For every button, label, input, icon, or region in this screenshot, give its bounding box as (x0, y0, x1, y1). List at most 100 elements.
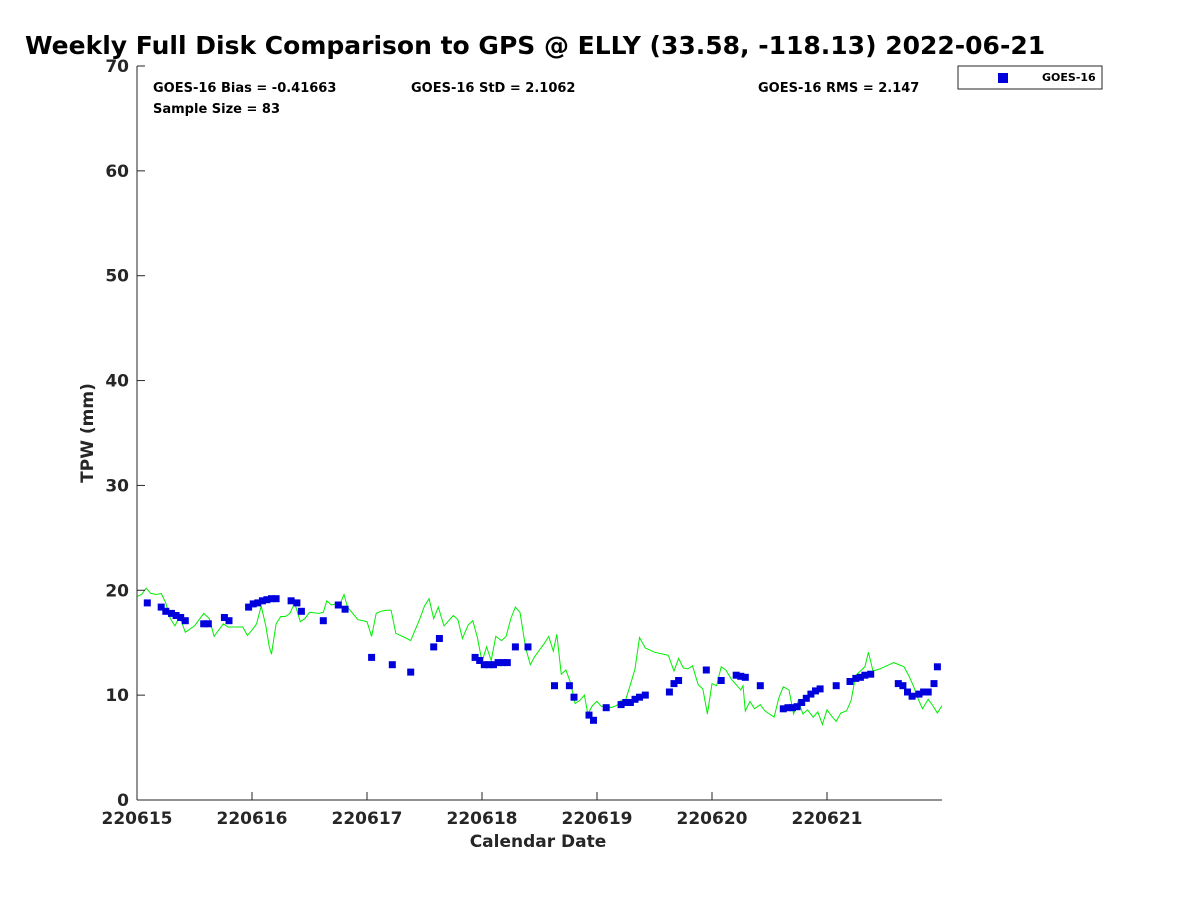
goes-16-point (565, 682, 573, 690)
legend: GOES-16 (957, 65, 1103, 90)
goes-16-point (585, 711, 593, 719)
goes-16-point (551, 682, 558, 690)
goes-16-point (915, 690, 923, 698)
goes-16-point (268, 595, 275, 603)
goes-16-point (636, 693, 643, 701)
goes-16-point (861, 671, 869, 679)
y-axis-ticks: 0 10 20 30 40 50 60 70 (105, 57, 145, 811)
goes-16-point (908, 692, 916, 700)
y-axis-label: TPW (mm) (78, 383, 98, 483)
goes-16-point (511, 643, 519, 651)
goes-16-point (807, 690, 815, 698)
goes-16-point (867, 670, 875, 678)
goes-16-point (287, 597, 295, 605)
goes-16-point (254, 599, 262, 607)
goes-16-point (930, 680, 938, 688)
x-tick-label: 220618 (447, 809, 518, 829)
goes-16-point (490, 661, 497, 669)
x-tick-label: 220620 (677, 809, 748, 829)
y-tick-label: 10 (105, 686, 129, 706)
std-stat: GOES-16 StD = 2.1062 (411, 81, 575, 96)
goes-16-point (675, 677, 683, 684)
goes-16-point (172, 612, 180, 619)
goes-16-point (157, 603, 165, 611)
goes-16-point (524, 643, 532, 651)
x-tick-label: 220615 (102, 809, 173, 829)
goes-16-point (430, 643, 438, 651)
goes-16-point (626, 699, 634, 706)
goes-16-point (920, 688, 928, 696)
goes-16-point (702, 666, 710, 674)
goes-16-point (162, 607, 170, 615)
goes-16-point (670, 680, 678, 688)
sample-size-stat: Sample Size = 83 (153, 102, 280, 117)
goes-16-point (494, 659, 502, 667)
goes-16-point (622, 699, 630, 706)
goes-16-point (499, 659, 507, 667)
goes-16-point (204, 620, 212, 628)
goes-16-point (856, 673, 864, 681)
y-tick-label: 60 (105, 162, 129, 182)
goes-16-point (802, 694, 810, 702)
x-tick-label: 220619 (562, 809, 633, 829)
goes-16-point (631, 695, 639, 703)
goes-16-point (407, 668, 415, 676)
goes-16-point (220, 614, 228, 621)
legend-marker-goes-16 (998, 73, 1008, 83)
y-tick-label: 0 (117, 791, 129, 811)
goes-16-point (894, 680, 902, 688)
goes-16-point (779, 705, 787, 713)
goes-16-point (570, 693, 578, 701)
chart-title: Weekly Full Disk Comparison to GPS @ ELL… (25, 31, 1045, 60)
goes-16-point (471, 653, 479, 661)
goes-16-point (341, 605, 349, 613)
goes-16-point (590, 716, 597, 724)
x-tick-label: 220617 (332, 809, 403, 829)
goes-16-point (904, 688, 911, 696)
goes-16-point (737, 672, 745, 680)
goes-16-point (297, 607, 305, 615)
goes-16-point (503, 659, 511, 667)
y-tick-label: 20 (105, 581, 129, 601)
goes-16-point (602, 704, 610, 712)
goes-16-point (334, 601, 342, 609)
goes-16-point (485, 661, 493, 669)
x-tick-label: 220621 (792, 809, 863, 829)
goes-16-point (756, 682, 764, 690)
y-tick-label: 40 (105, 372, 129, 392)
goes-16-point (741, 673, 749, 681)
goes-16-series (143, 595, 941, 724)
bias-stat: GOES-16 Bias = -0.41663 (153, 81, 336, 96)
goes-16-point (812, 687, 819, 695)
goes-16-point (816, 685, 824, 693)
goes-16-point (793, 703, 801, 711)
goes-16-point (846, 678, 854, 685)
goes-16-point (263, 596, 271, 604)
goes-16-point (641, 691, 649, 699)
y-tick-label: 70 (105, 57, 129, 77)
plot-area: 0 10 20 30 40 50 60 70 220615 220616 220617 220618… (102, 57, 943, 829)
goes-16-point (784, 704, 792, 712)
goes-16-point (832, 682, 840, 690)
rms-stat: GOES-16 RMS = 2.147 (758, 81, 919, 96)
goes-16-point (924, 688, 932, 696)
goes-16-point (933, 663, 941, 671)
x-tick-label: 220616 (217, 809, 288, 829)
goes-16-point (177, 614, 185, 621)
goes-16-point (435, 635, 443, 642)
y-tick-label: 30 (105, 476, 129, 496)
legend-label-goes-16: GOES-16 (1042, 71, 1096, 84)
goes-16-point (200, 620, 208, 628)
goes-16-point (480, 661, 488, 669)
goes-16-point (368, 653, 376, 661)
goes-16-point (293, 599, 301, 607)
goes-16-point (852, 674, 860, 682)
goes-16-point (665, 688, 673, 696)
goes-16-point (168, 609, 175, 617)
goes-16-point (388, 661, 396, 669)
goes-16-point (258, 597, 266, 605)
goes-16-point (899, 682, 907, 690)
goes-16-point (245, 603, 253, 611)
y-tick-label: 50 (105, 267, 129, 287)
goes-16-point (476, 657, 484, 664)
